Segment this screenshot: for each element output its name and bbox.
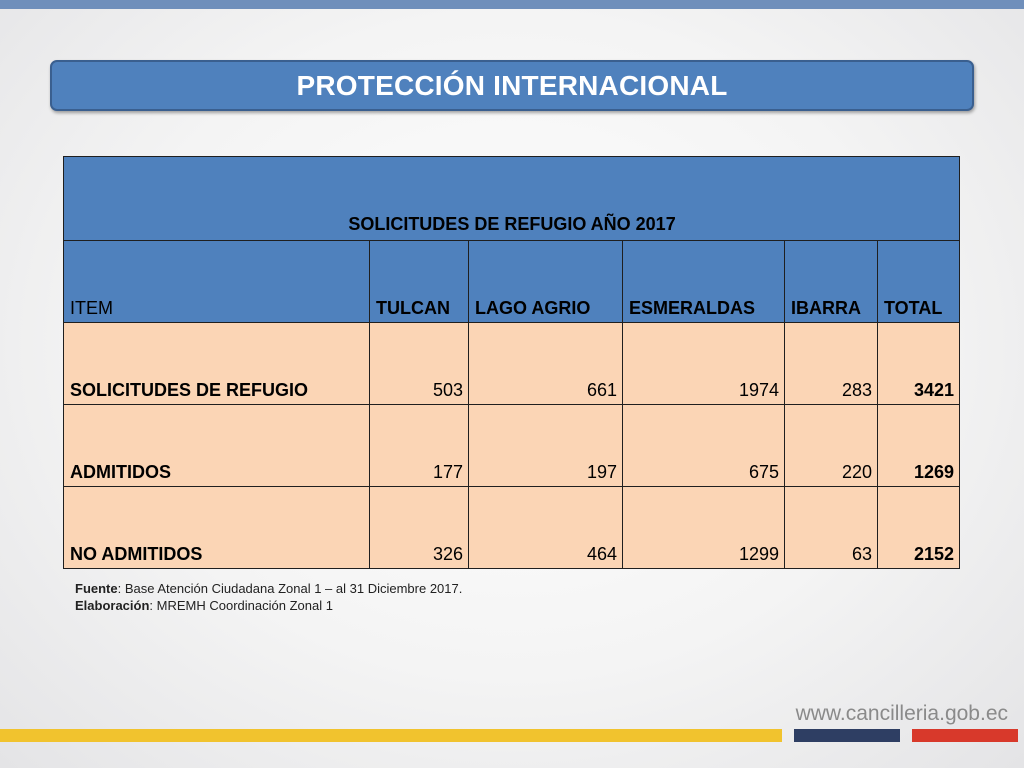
table-header-row: ITEM TULCAN LAGO AGRIO ESMERALDAS IBARRA… — [63, 240, 961, 323]
column-header-item: ITEM — [63, 240, 370, 323]
cell-ibarra: 63 — [784, 486, 878, 569]
refugee-requests-table: SOLICITUDES DE REFUGIO AÑO 2017 ITEM TUL… — [62, 156, 961, 569]
cell-total: 2152 — [876, 486, 961, 569]
website-url: www.cancilleria.gob.ec — [795, 702, 1008, 725]
column-header-lago-agrio: LAGO AGRIO — [468, 240, 623, 323]
column-header-ibarra: IBARRA — [784, 240, 878, 323]
source-text: : Base Atención Ciudadana Zonal 1 – al 3… — [117, 581, 463, 596]
row-label: ADMITIDOS — [63, 404, 370, 487]
elaboration-label: Elaboración — [75, 598, 150, 613]
cell-ibarra: 283 — [784, 322, 878, 405]
cell-tulcan: 177 — [369, 404, 469, 487]
source-notes: Fuente: Base Atención Ciudadana Zonal 1 … — [75, 580, 462, 614]
cell-esmeraldas: 675 — [622, 404, 785, 487]
column-header-esmeraldas: ESMERALDAS — [622, 240, 785, 323]
cell-lago-agrio: 464 — [468, 486, 623, 569]
cell-total: 3421 — [876, 322, 961, 405]
top-accent-bar — [0, 0, 1024, 9]
footer-stripe-yellow — [0, 729, 782, 742]
cell-lago-agrio: 661 — [468, 322, 623, 405]
column-header-total: TOTAL — [876, 240, 961, 323]
table-row: NO ADMITIDOS 326 464 1299 63 2152 — [63, 486, 961, 569]
source-line: Fuente: Base Atención Ciudadana Zonal 1 … — [75, 580, 462, 597]
page-title: PROTECCIÓN INTERNACIONAL — [296, 69, 728, 101]
table-row: SOLICITUDES DE REFUGIO 503 661 1974 283 … — [63, 322, 961, 405]
title-banner: PROTECCIÓN INTERNACIONAL — [50, 60, 974, 111]
cell-esmeraldas: 1299 — [622, 486, 785, 569]
cell-ibarra: 220 — [784, 404, 878, 487]
footer-stripe-navy — [794, 729, 900, 742]
cell-esmeraldas: 1974 — [622, 322, 785, 405]
elaboration-text: : MREMH Coordinación Zonal 1 — [149, 598, 333, 613]
cell-tulcan: 326 — [369, 486, 469, 569]
column-header-tulcan: TULCAN — [369, 240, 469, 323]
cell-lago-agrio: 197 — [468, 404, 623, 487]
cell-total: 1269 — [876, 404, 961, 487]
row-label: NO ADMITIDOS — [63, 486, 370, 569]
table-row: ADMITIDOS 177 197 675 220 1269 — [63, 404, 961, 487]
table-caption: SOLICITUDES DE REFUGIO AÑO 2017 — [62, 156, 961, 241]
elaboration-line: Elaboración: MREMH Coordinación Zonal 1 — [75, 597, 462, 614]
row-label: SOLICITUDES DE REFUGIO — [63, 322, 370, 405]
footer-stripe-red — [912, 729, 1018, 742]
source-label: Fuente — [75, 581, 118, 596]
table-caption-row: SOLICITUDES DE REFUGIO AÑO 2017 — [62, 156, 961, 241]
cell-tulcan: 503 — [369, 322, 469, 405]
